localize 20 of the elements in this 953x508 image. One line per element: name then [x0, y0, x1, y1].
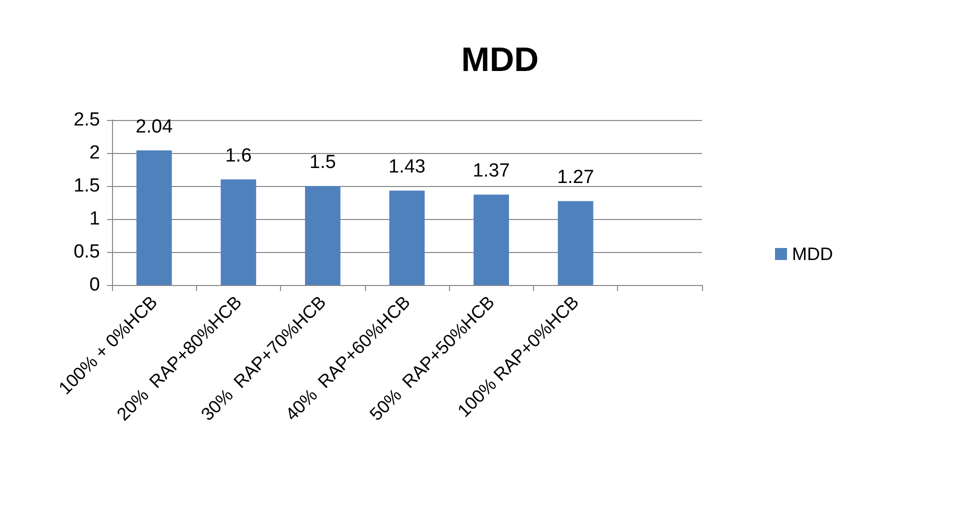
- bar: [474, 194, 509, 285]
- y-tick-label: 2.5: [74, 110, 100, 130]
- y-tick-label: 1: [89, 208, 100, 230]
- y-tick-label: 0.5: [74, 242, 100, 262]
- chart-title: MDD: [461, 41, 539, 79]
- data-label: 1.5: [310, 152, 336, 173]
- data-label: 1.27: [557, 167, 594, 188]
- data-label: 1.43: [388, 156, 426, 178]
- bar: [220, 179, 256, 285]
- data-label: 1.6: [225, 145, 252, 166]
- data-label: 1.37: [472, 160, 510, 182]
- y-tick-label: 0: [89, 274, 100, 296]
- y-tick-label: 1.5: [74, 176, 100, 196]
- bar: [558, 201, 594, 285]
- y-tick-label: 2: [89, 142, 100, 164]
- legend-label: MDD: [792, 244, 834, 264]
- bar: [389, 190, 425, 285]
- bar: [305, 186, 340, 285]
- bar: [136, 150, 172, 285]
- data-label: 2.04: [136, 116, 174, 138]
